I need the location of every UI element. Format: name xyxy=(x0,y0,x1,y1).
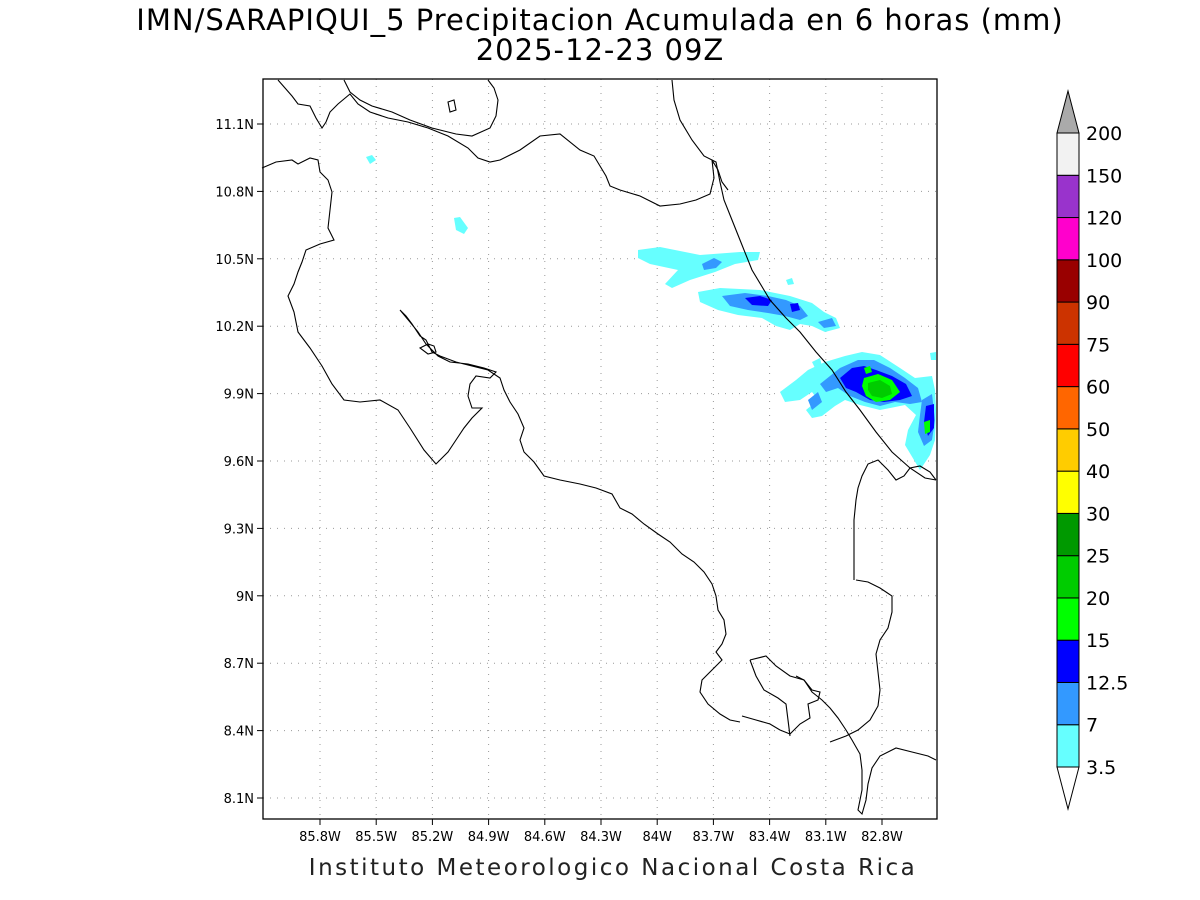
precip-area xyxy=(868,380,892,398)
precip-area xyxy=(924,420,930,434)
x-tick-label: 84.6W xyxy=(524,830,566,845)
x-tick-label: 85.5W xyxy=(355,830,397,845)
y-tick-label: 10.2N xyxy=(215,320,254,335)
colorbar-label: 3.5 xyxy=(1086,757,1116,779)
map-footer: Instituto Meteorologico Nacional Costa R… xyxy=(308,855,918,881)
precip-area xyxy=(745,296,772,306)
coast-line xyxy=(741,655,821,735)
y-tick-label: 11.1N xyxy=(215,118,254,133)
y-tick-label: 8.7N xyxy=(224,657,254,672)
colorbar-box xyxy=(1056,512,1080,557)
x-tick-label: 85.2W xyxy=(411,830,453,845)
y-tick-label: 8.1N xyxy=(224,792,254,807)
colorbar: 3.5 7 12.5 15 20 25 30 40 50 60 75 90 100 120 150 200 xyxy=(1056,89,1128,811)
colorbar-label: 30 xyxy=(1086,503,1110,525)
colorbar-box xyxy=(1056,428,1080,472)
colorbar-box xyxy=(1056,681,1080,726)
colorbar-label: 200 xyxy=(1086,123,1122,145)
colorbar-box xyxy=(1056,639,1080,683)
y-tick-label: 9N xyxy=(236,590,254,605)
x-tick-label: 85.8W xyxy=(299,830,341,845)
precip-area xyxy=(818,318,836,328)
precip-area xyxy=(790,303,800,312)
x-tick-label: 83.4W xyxy=(749,830,791,845)
coast-line xyxy=(343,79,499,137)
y-tick-label: 9.9N xyxy=(224,388,254,403)
x-tick-label: 83.1W xyxy=(805,830,847,845)
x-tick-label: 82.8W xyxy=(861,830,903,845)
coastline xyxy=(261,79,937,816)
coast-line xyxy=(671,79,937,481)
colorbar-label: 75 xyxy=(1086,334,1110,356)
border-line xyxy=(853,459,937,580)
colorbar-label: 40 xyxy=(1086,461,1110,483)
y-axis-ticks: 11.1N 10.8N 10.5N 10.2N 9.9N 9.6N 9.3N 9N 8.7N 8.… xyxy=(215,118,263,807)
precip-area xyxy=(930,352,936,360)
y-tick-label: 10.5N xyxy=(215,253,254,268)
coast-line xyxy=(749,659,791,737)
colorbar-box xyxy=(1056,301,1080,345)
colorbar-triangle-high xyxy=(1056,89,1080,134)
precip-area xyxy=(722,293,808,320)
x-tick-label: 83.7W xyxy=(692,830,734,845)
colorbar-box xyxy=(1056,132,1080,176)
map-grid xyxy=(263,79,937,819)
colorbar-label: 20 xyxy=(1086,588,1110,610)
colorbar-label: 150 xyxy=(1086,165,1122,187)
map-title: IMN/SARAPIQUI_5 Precipitacion Acumulada … xyxy=(136,3,1064,37)
precip-area xyxy=(808,392,822,410)
precip-area xyxy=(786,278,794,285)
y-tick-label: 10.8N xyxy=(215,185,254,200)
colorbar-box xyxy=(1056,555,1080,599)
precipitation-shading xyxy=(366,155,936,470)
map-subtitle: 2025-12-23 09Z xyxy=(475,33,725,67)
y-tick-label: 9.6N xyxy=(224,455,254,470)
colorbar-box xyxy=(1056,470,1080,514)
x-tick-label: 84W xyxy=(642,830,672,845)
colorbar-box xyxy=(1056,217,1080,261)
precip-area xyxy=(366,155,376,164)
x-tick-label: 84.9W xyxy=(468,830,510,845)
y-tick-label: 8.4N xyxy=(224,725,254,740)
x-tick-label: 84.3W xyxy=(580,830,622,845)
colorbar-box xyxy=(1056,174,1080,219)
colorbar-label: 12.5 xyxy=(1086,672,1128,694)
coast-line xyxy=(795,675,937,816)
colorbar-label: 100 xyxy=(1086,250,1122,272)
colorbar-label: 15 xyxy=(1086,630,1110,652)
map-frame xyxy=(262,78,938,820)
precip-area xyxy=(864,366,872,374)
colorbar-triangle-low xyxy=(1056,766,1080,811)
precip-area xyxy=(454,217,468,234)
island-outline xyxy=(418,343,437,355)
colorbar-label: 7 xyxy=(1086,715,1098,737)
colorbar-label: 25 xyxy=(1086,546,1110,568)
colorbar-label: 60 xyxy=(1086,377,1110,399)
colorbar-box xyxy=(1056,343,1080,388)
precip-area xyxy=(812,358,822,368)
colorbar-box xyxy=(1056,724,1080,768)
coast-line xyxy=(829,579,893,743)
colorbar-box xyxy=(1056,259,1080,303)
island-outline xyxy=(447,99,457,113)
precip-area xyxy=(638,247,760,288)
border-line xyxy=(277,79,729,207)
colorbar-label: 50 xyxy=(1086,419,1110,441)
colorbar-label: 90 xyxy=(1086,292,1110,314)
y-tick-label: 9.3N xyxy=(224,522,254,537)
precip-area xyxy=(702,258,722,270)
colorbar-label: 120 xyxy=(1086,208,1122,230)
colorbar-box xyxy=(1056,386,1080,430)
colorbar-box xyxy=(1056,597,1080,641)
x-axis-ticks: 85.8W 85.5W 85.2W 84.9W 84.6W 84.3W 84W 83.7W 83… xyxy=(299,819,903,845)
coast-line xyxy=(261,157,741,723)
